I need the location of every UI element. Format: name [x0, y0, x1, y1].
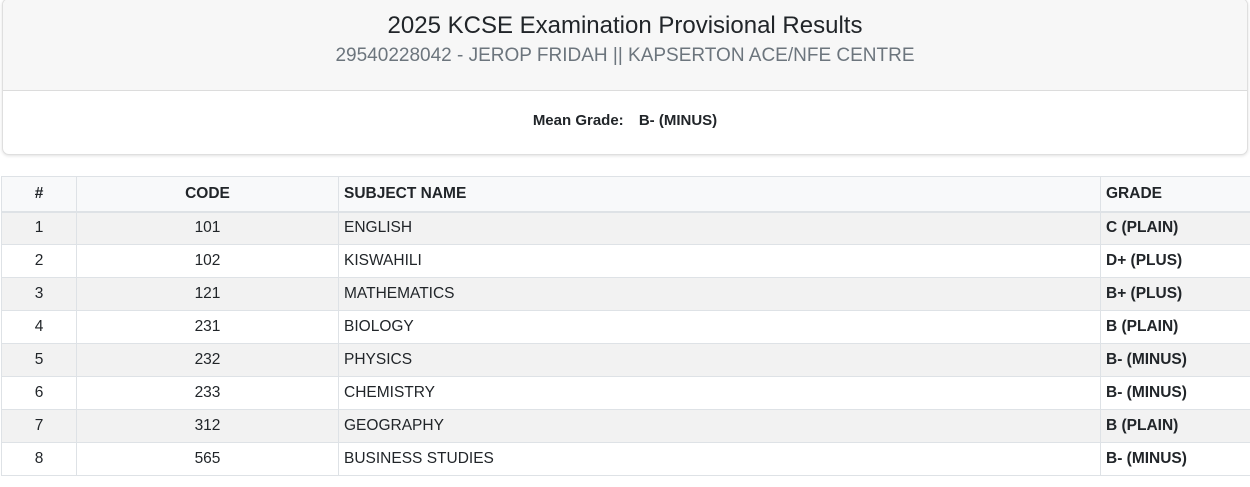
subject-grade: B- (MINUS) [1100, 343, 1250, 377]
subject-name: ENGLISH [338, 211, 1101, 245]
subject-code: 121 [76, 277, 339, 311]
row-number: 8 [1, 442, 77, 476]
row-number: 3 [1, 277, 77, 311]
candidate-info: 29540228042 - JEROP FRIDAH || KAPSERTON … [335, 45, 915, 66]
subject-grade: D+ (PLUS) [1100, 244, 1250, 278]
page-title: 2025 KCSE Examination Provisional Result… [387, 12, 863, 39]
table-row: 2 102 KISWAHILI D+ (PLUS) [1, 244, 1250, 278]
column-header-number: # [1, 176, 77, 213]
row-number: 2 [1, 244, 77, 278]
mean-grade-value: B- (MINUS) [638, 112, 718, 129]
subject-grade: B (PLAIN) [1100, 310, 1250, 344]
subject-code: 101 [76, 211, 339, 245]
subject-code: 231 [76, 310, 339, 344]
table-row: 6 233 CHEMISTRY B- (MINUS) [1, 376, 1250, 410]
table-header-row: # CODE SUBJECT NAME GRADE [1, 176, 1250, 213]
subject-code: 312 [76, 409, 339, 443]
row-number: 5 [1, 343, 77, 377]
column-header-code: CODE [76, 176, 339, 213]
table-row: 7 312 GEOGRAPHY B (PLAIN) [1, 409, 1250, 443]
table-row: 1 101 ENGLISH C (PLAIN) [1, 211, 1250, 245]
subject-grade: B (PLAIN) [1100, 409, 1250, 443]
subject-name: BUSINESS STUDIES [338, 442, 1101, 476]
subject-grade: C (PLAIN) [1100, 211, 1250, 245]
row-number: 4 [1, 310, 77, 344]
row-number: 1 [1, 211, 77, 245]
subject-grade: B- (MINUS) [1100, 442, 1250, 476]
column-header-subject-name: SUBJECT NAME [338, 176, 1101, 213]
subject-code: 565 [76, 442, 339, 476]
subject-name: CHEMISTRY [338, 376, 1101, 410]
subject-code: 102 [76, 244, 339, 278]
table-row: 5 232 PHYSICS B- (MINUS) [1, 343, 1250, 377]
card-header: 2025 KCSE Examination Provisional Result… [3, 0, 1247, 91]
subject-code: 232 [76, 343, 339, 377]
subject-code: 233 [76, 376, 339, 410]
subject-grade: B- (MINUS) [1100, 376, 1250, 410]
mean-grade-section: Mean Grade: B- (MINUS) [3, 91, 1247, 129]
table-row: 4 231 BIOLOGY B (PLAIN) [1, 310, 1250, 344]
row-number: 6 [1, 376, 77, 410]
table-row: 8 565 BUSINESS STUDIES B- (MINUS) [1, 442, 1250, 476]
mean-grade-label: Mean Grade: [532, 112, 624, 129]
row-number: 7 [1, 409, 77, 443]
subject-name: KISWAHILI [338, 244, 1101, 278]
subject-name: GEOGRAPHY [338, 409, 1101, 443]
results-table: # CODE SUBJECT NAME GRADE 1 101 ENGLISH … [1, 176, 1250, 476]
subject-name: MATHEMATICS [338, 277, 1101, 311]
subject-name: BIOLOGY [338, 310, 1101, 344]
subject-grade: B+ (PLUS) [1100, 277, 1250, 311]
column-header-grade: GRADE [1100, 176, 1250, 213]
table-row: 3 121 MATHEMATICS B+ (PLUS) [1, 277, 1250, 311]
subject-name: PHYSICS [338, 343, 1101, 377]
results-card: 2025 KCSE Examination Provisional Result… [2, 0, 1248, 155]
